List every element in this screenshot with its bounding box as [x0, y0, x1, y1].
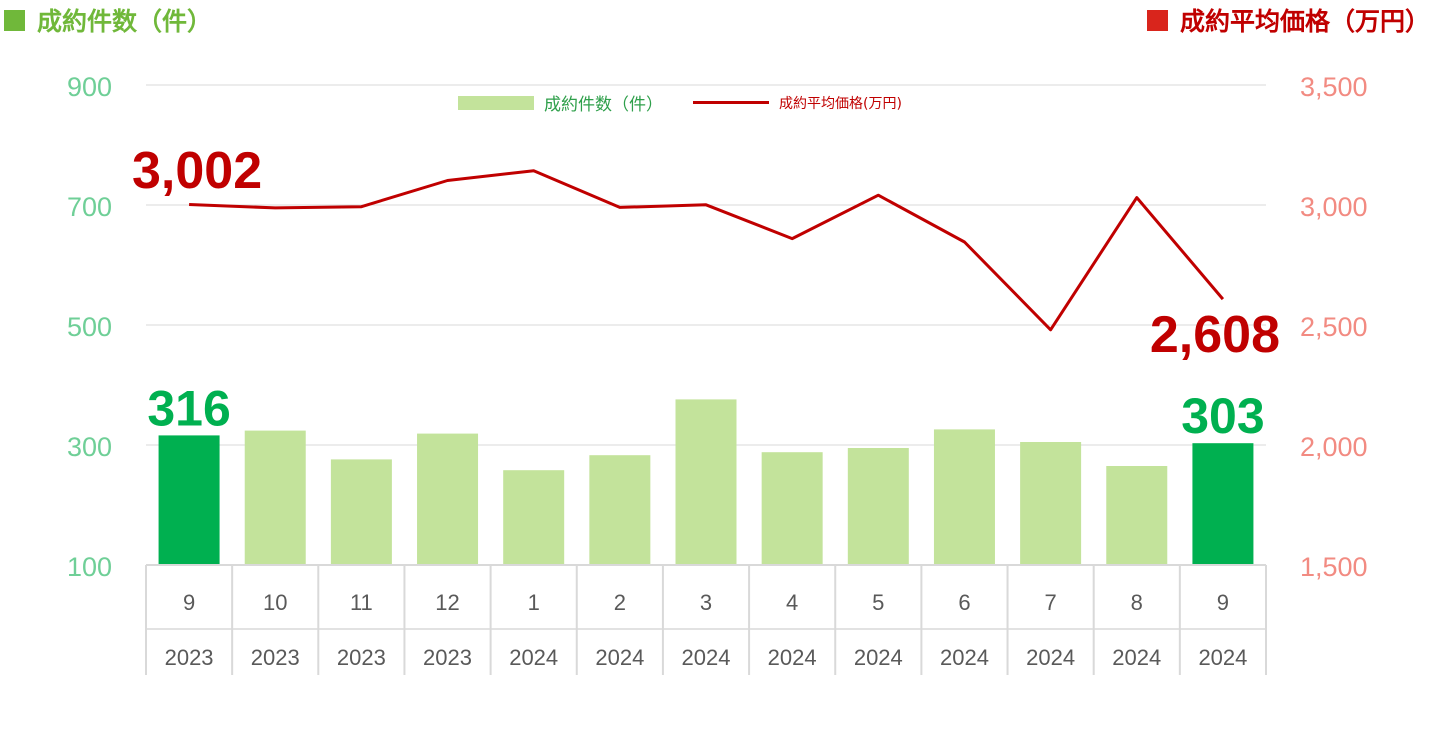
data-label-bar: 303: [1181, 388, 1264, 444]
x-tick-month-label: 3: [700, 590, 712, 615]
legend-line-swatch: [693, 101, 769, 104]
x-tick-year-label: 2023: [251, 645, 300, 670]
bar: [847, 448, 909, 565]
bar: [244, 430, 306, 565]
right-axis-title-text: 成約平均価格（万円）: [1179, 7, 1430, 36]
data-label-bar: 316: [147, 380, 230, 436]
left-axis-title-text: 成約件数（件）: [37, 7, 213, 36]
right-axis-tick-label: 2,000: [1300, 432, 1368, 462]
x-tick-year-label: 2024: [1026, 645, 1075, 670]
x-tick-year-label: 2024: [682, 645, 731, 670]
right-axis-tick-label: 3,000: [1300, 192, 1368, 222]
left-axis-tick-label: 500: [67, 312, 112, 342]
right-axis-tick-label: 1,500: [1300, 552, 1368, 582]
bar: [933, 429, 995, 565]
bar: [589, 455, 651, 565]
left-axis-tick-label: 100: [67, 552, 112, 582]
x-tick-month-label: 5: [872, 590, 884, 615]
right-axis-tick-label: 2,500: [1300, 312, 1368, 342]
bar: [675, 399, 737, 565]
x-tick-month-label: 6: [958, 590, 970, 615]
x-tick-month-label: 10: [263, 590, 287, 615]
legend-bar-swatch: [458, 95, 534, 110]
x-tick-year-label: 2024: [509, 645, 558, 670]
left-axis-tick-label: 900: [67, 72, 112, 102]
x-tick-month-label: 9: [1217, 590, 1229, 615]
x-tick-month-label: 8: [1131, 590, 1143, 615]
x-tick-month-label: 7: [1044, 590, 1056, 615]
legend-bar-label: 成約件数（件）: [544, 95, 663, 115]
bar: [417, 433, 479, 565]
red-square-icon: [1146, 9, 1168, 31]
legend-line-label: 成約平均価格(万円): [779, 95, 902, 112]
bar: [1020, 442, 1082, 565]
x-tick-year-label: 2023: [165, 645, 214, 670]
bar: [1106, 466, 1168, 565]
left-axis-title: 成約件数（件）: [4, 2, 212, 38]
left-axis-tick-label: 700: [67, 192, 112, 222]
left-axis-tick-label: 300: [67, 432, 112, 462]
x-tick-month-label: 12: [435, 590, 459, 615]
right-axis-tick-label: 3,500: [1300, 72, 1368, 102]
x-tick-year-label: 2024: [1112, 645, 1161, 670]
legend: 成約件数（件） 成約平均価格(万円): [458, 90, 902, 115]
x-tick-month-label: 2: [614, 590, 626, 615]
x-tick-year-label: 2024: [768, 645, 817, 670]
x-tick-month-label: 9: [183, 590, 195, 615]
x-tick-year-label: 2023: [337, 645, 386, 670]
x-tick-month-label: 1: [528, 590, 540, 615]
bar: [158, 435, 220, 565]
x-tick-year-label: 2024: [854, 645, 903, 670]
legend-item-bar: 成約件数（件）: [458, 90, 663, 115]
x-tick-month-label: 11: [350, 590, 373, 615]
green-square-icon: [4, 9, 25, 31]
data-label-line: 3,002: [132, 142, 262, 200]
series-line-price: [189, 169, 1225, 332]
x-tick-year-label: 2024: [595, 645, 644, 670]
right-axis-title: 成約平均価格（万円）: [1146, 2, 1430, 38]
data-label-line: 2,608: [1150, 306, 1280, 364]
bar: [503, 470, 565, 565]
x-tick-year-label: 2023: [423, 645, 472, 670]
bar: [330, 459, 392, 565]
x-tick-year-label: 2024: [940, 645, 989, 670]
bar: [1192, 443, 1254, 565]
x-tick-year-label: 2024: [1198, 645, 1247, 670]
legend-item-line: 成約平均価格(万円): [663, 93, 902, 113]
bar: [761, 452, 823, 565]
x-tick-month-label: 4: [786, 590, 798, 615]
